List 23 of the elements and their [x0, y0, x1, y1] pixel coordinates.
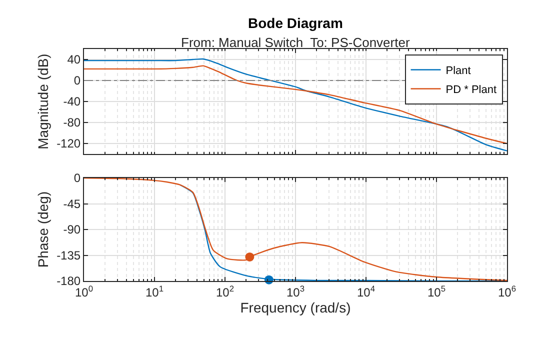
x-axis-title: Frequency (rad/s) — [240, 300, 351, 316]
y-tick-label: -90 — [63, 222, 81, 237]
x-tick-label: 10$^{1}$ — [145, 283, 164, 300]
chart-subtitle: From: Manual Switch To: PS-Converter — [181, 35, 410, 50]
x-tick-label: 10$^{3}$ — [286, 283, 305, 300]
y-tick-label: 40 — [67, 52, 81, 67]
y-tick-label: -45 — [63, 196, 81, 211]
y-tick-label: -180 — [56, 274, 81, 288]
legend-label: Plant — [446, 65, 471, 78]
x-tick-label: 10$^{2}$ — [216, 283, 234, 300]
legend-label: PD * Plant — [446, 84, 497, 96]
x-tick-label: 10$^{5}$ — [427, 283, 446, 300]
y-tick-label: 0 — [74, 171, 81, 186]
y-tick-label: -135 — [56, 248, 81, 262]
chart-title: Bode Diagram — [248, 15, 343, 31]
y-tick-label: -80 — [63, 116, 81, 130]
x-tick-label: 10$^{6}$ — [498, 283, 516, 300]
x-tick-label: 10$^{4}$ — [356, 283, 376, 300]
y-axis-title: Magnitude (dB) — [35, 54, 52, 150]
y-axis-title: Phase (deg) — [35, 191, 52, 268]
y-tick-label: -120 — [56, 136, 81, 151]
y-tick-label: -40 — [63, 94, 81, 109]
y-tick-label: 0 — [74, 74, 81, 88]
